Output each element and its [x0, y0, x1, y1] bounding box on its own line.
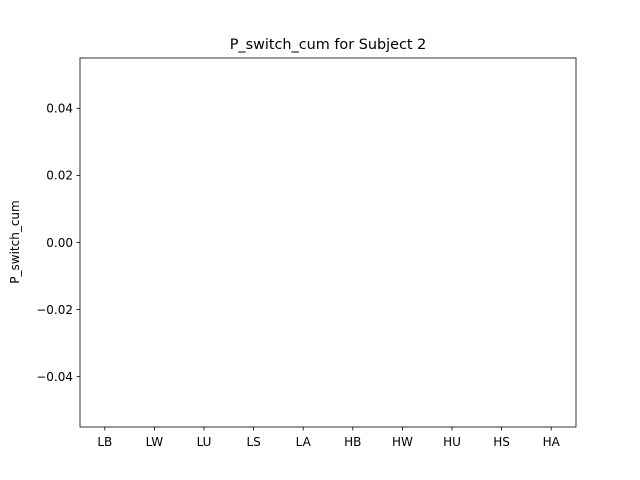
plot-frame: [79, 57, 577, 428]
x-tick-label: HS: [493, 435, 510, 449]
chart-title: P_switch_cum for Subject 2: [230, 37, 427, 53]
x-tick-label: LA: [296, 435, 312, 449]
x-tick-label: HB: [344, 435, 361, 449]
x-axis-ticks: LB LW LU LS LA HB HW HU HS HA: [97, 427, 561, 449]
x-tick-label: HA: [543, 435, 561, 449]
y-tick-label: 0.02: [46, 169, 73, 183]
x-tick-label: HU: [443, 435, 461, 449]
y-axis-label: P_switch_cum: [8, 200, 22, 283]
y-tick-label: −0.04: [36, 370, 73, 384]
x-tick-label: LB: [97, 435, 112, 449]
x-tick-label: HW: [392, 435, 413, 449]
y-tick-label: 0.00: [46, 236, 73, 250]
x-tick-label: LW: [146, 435, 164, 449]
y-tick-label: 0.04: [46, 102, 73, 116]
y-tick-label: −0.02: [36, 303, 73, 317]
x-tick-label: LU: [197, 435, 212, 449]
x-tick-label: LS: [246, 435, 260, 449]
y-axis-ticks: −0.04 −0.02 0.00 0.02 0.04: [36, 102, 80, 384]
